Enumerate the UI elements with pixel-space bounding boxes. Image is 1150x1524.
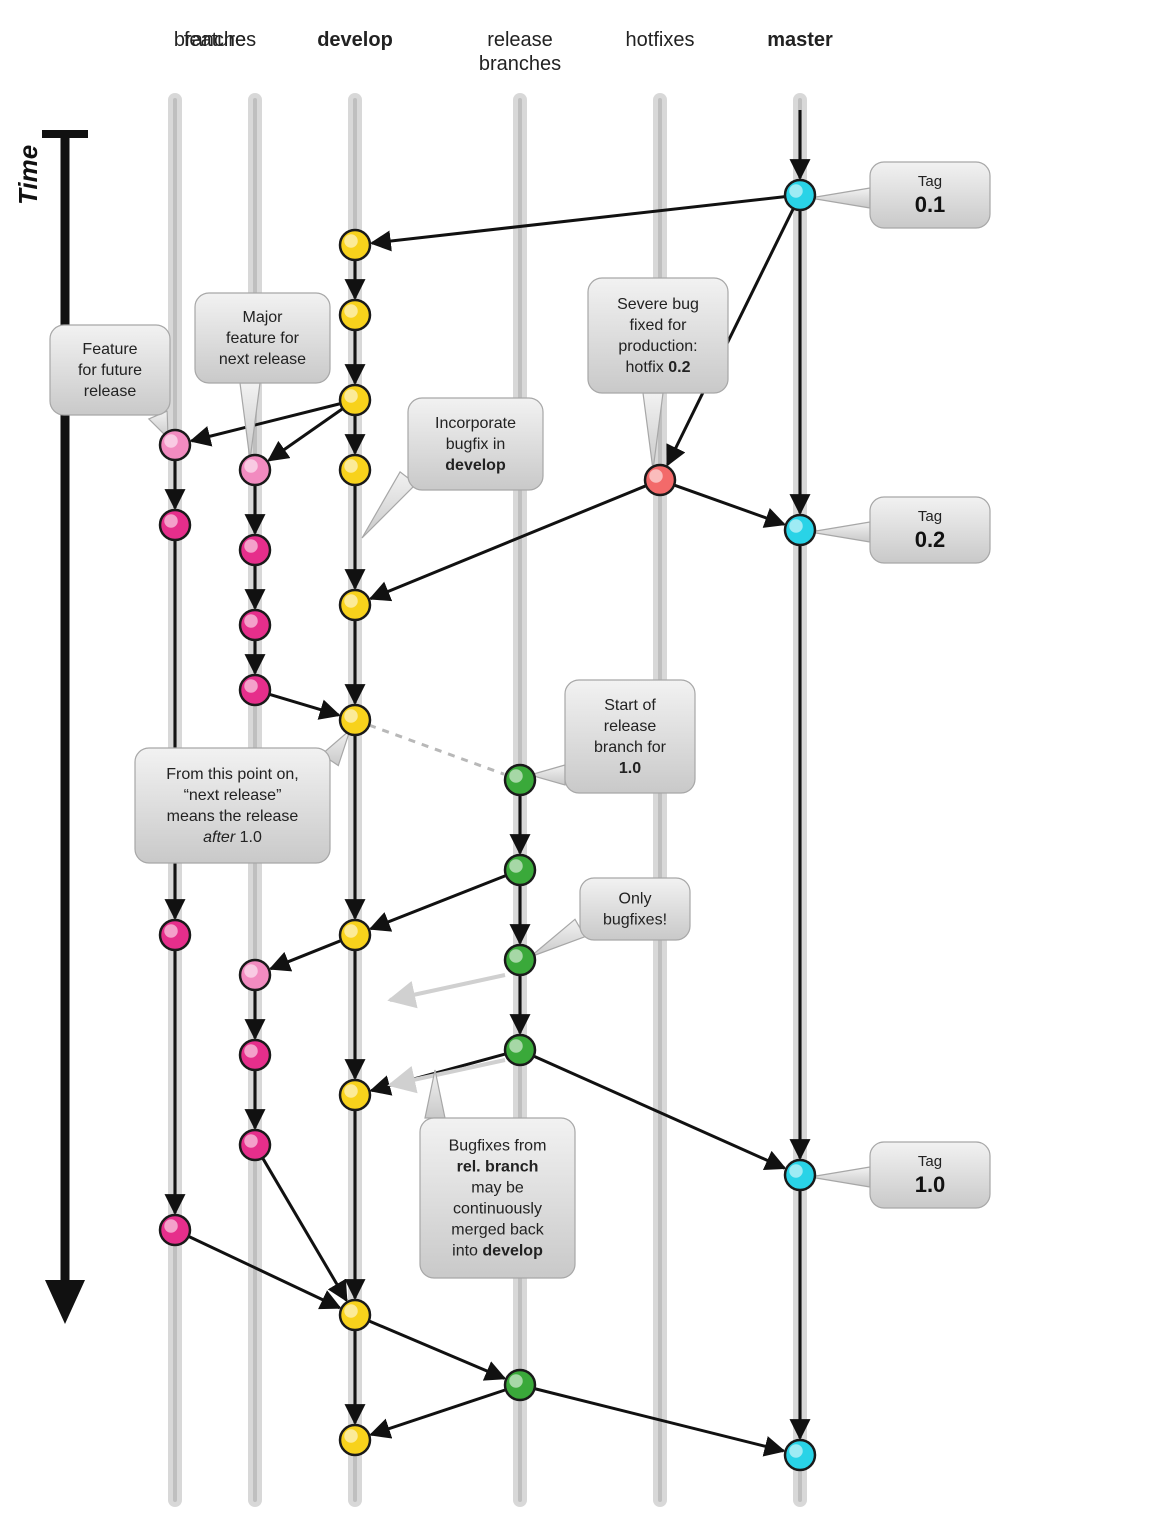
tag-callout: Tag 0.1 [810,162,990,228]
flow-arrow [371,1390,506,1435]
flow-arrow [271,941,341,969]
callout-line: branch for [594,739,667,756]
commit-node-highlight [789,1444,803,1458]
callout-line: release [604,718,657,735]
callout-line: into develop [452,1243,543,1260]
callout-line: bugfix in [446,436,506,453]
flow-arrow [191,404,340,441]
ghost-arrow [390,1060,505,1085]
callout: From this point on, “next release” means t… [135,730,350,863]
flow-arrow [369,1321,505,1379]
flow-arrow [269,694,338,715]
commit-node-highlight [509,1374,523,1388]
tag-label-big: 0.1 [915,192,946,217]
flow-arrow-dashed [369,725,504,774]
callout-line: continuously [453,1201,542,1218]
callout-line: may be [471,1180,524,1197]
time-arrowhead [45,1280,85,1324]
lane-header: develop [317,29,393,51]
flow-arrow [189,1236,340,1307]
commit-node-highlight [164,514,178,528]
commit-node-highlight [344,709,358,723]
commit-node-highlight [344,1304,358,1318]
callout-line: rel. branch [457,1159,539,1176]
callout-line: From this point on, [166,766,299,783]
commit-node-highlight [244,1044,258,1058]
callout-line: develop [445,457,506,474]
lane-header: branches [479,53,561,75]
tag-callout: Tag 1.0 [810,1142,990,1208]
callout: Start of release branch for 1.0 [530,680,695,793]
commit-node-highlight [509,769,523,783]
commit-node-highlight [344,304,358,318]
flow-arrow [371,486,646,599]
flow-arrow [263,1158,347,1300]
tag-callout: Tag 0.2 [810,497,990,563]
callout-line: fixed for [630,317,688,334]
time-label: Time [13,145,43,205]
commit-node-highlight [509,859,523,873]
commit-node-highlight [244,614,258,628]
tag-label-small: Tag [918,508,942,525]
tag-label-big: 0.2 [915,527,946,552]
commit-node-highlight [344,1084,358,1098]
lane-header: hotfixes [626,29,695,51]
callout-line: 1.0 [619,760,641,777]
commit-node-highlight [509,949,523,963]
tag-label-small: Tag [918,1153,942,1170]
callout-line: production: [618,338,697,355]
callout-line: feature for [226,330,300,347]
callout-line: Major [242,309,283,326]
callout-line: Severe bug [617,296,699,313]
lane-header: branches [174,29,256,51]
callout-line: hotfix 0.2 [626,359,691,376]
commit-node-highlight [244,679,258,693]
callout-line: next release [219,351,306,368]
time-bar [61,135,70,1280]
callout-line: Only [619,891,652,908]
commit-node-highlight [344,234,358,248]
callout-line: Start of [604,697,656,714]
callout: Bugfixes from rel. branch may be continuous… [420,1070,575,1278]
commit-node-highlight [164,1219,178,1233]
commit-node-highlight [164,434,178,448]
flow-arrow [372,197,785,243]
flow-arrow [674,485,784,524]
callout-line: Feature [82,341,137,358]
lane-header: release [487,29,553,51]
ghost-arrow [390,975,505,1000]
commit-node-highlight [344,594,358,608]
commit-node-highlight [789,184,803,198]
tag-label-small: Tag [918,173,942,190]
commit-node-highlight [789,519,803,533]
flow-arrow [371,875,506,928]
commit-node-highlight [344,389,358,403]
lane-header: master [767,29,833,51]
callout-line: bugfixes! [603,912,667,929]
gitflow-diagram: featurebranchesdevelopreleasebrancheshot… [0,0,1150,1524]
callout-line: release [84,383,137,400]
callout-line: “next release” [184,787,282,804]
commit-node-highlight [244,459,258,473]
commit-node-highlight [244,1134,258,1148]
callout-line: Bugfixes from [449,1138,547,1155]
commit-node-highlight [164,924,178,938]
commit-node-highlight [509,1039,523,1053]
commit-node-highlight [649,469,663,483]
callout-line: merged back [451,1222,544,1239]
commit-node-highlight [244,964,258,978]
callout-line: after 1.0 [203,829,262,846]
commit-node-highlight [789,1164,803,1178]
tag-label-big: 1.0 [915,1172,946,1197]
commit-node-highlight [344,924,358,938]
callout-line: Incorporate [435,415,516,432]
flow-arrow [269,409,343,461]
commit-node-highlight [344,459,358,473]
callout-line: means the release [167,808,299,825]
commit-node-highlight [244,539,258,553]
callout-line: for future [78,362,142,379]
commit-node-highlight [344,1429,358,1443]
